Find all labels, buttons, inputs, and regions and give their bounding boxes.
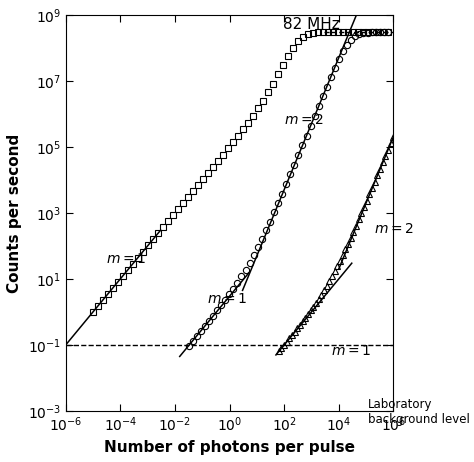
Text: 82 MHz: 82 MHz	[283, 17, 340, 32]
Text: $m = 2$: $m = 2$	[374, 222, 414, 236]
Y-axis label: Counts per second: Counts per second	[7, 133, 22, 292]
Text: Laboratory
background level: Laboratory background level	[368, 398, 470, 426]
Text: $m = 1$: $m = 1$	[106, 252, 146, 266]
Text: $m = 2$: $m = 2$	[284, 113, 324, 127]
X-axis label: Number of photons per pulse: Number of photons per pulse	[104, 440, 355, 455]
Text: $m = 1$: $m = 1$	[330, 344, 371, 358]
Text: $m = 1$: $m = 1$	[207, 292, 247, 306]
